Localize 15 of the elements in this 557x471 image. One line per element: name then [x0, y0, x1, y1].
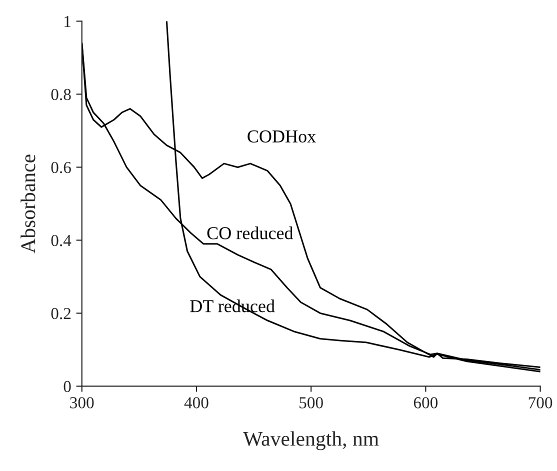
y-tick-label: 0	[64, 380, 71, 392]
y-tick-label: 0.4	[51, 234, 72, 246]
y-tick-label: 0.2	[51, 308, 71, 320]
x-tick-label: 600	[414, 397, 438, 408]
y-tick-label: 0.8	[51, 88, 71, 100]
series-label: CODHox	[248, 130, 316, 143]
x-tick-label: 400	[184, 397, 208, 408]
y-tick-label: 1	[64, 16, 70, 27]
y-tick-label: 0.6	[51, 162, 71, 174]
y-axis-title: Absorbance	[20, 154, 36, 254]
x-tick-label: 700	[528, 397, 552, 408]
x-tick-label: 300	[70, 397, 94, 408]
x-tick-label: 500	[300, 397, 323, 408]
x-axis-title: Wavelength, nm	[243, 431, 379, 450]
series-label: CO reduced	[207, 226, 294, 240]
